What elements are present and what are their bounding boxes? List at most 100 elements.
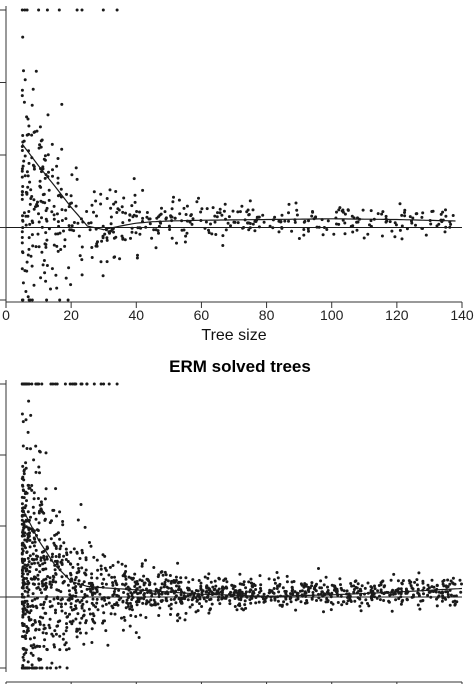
data-point (21, 615, 25, 619)
data-point (105, 260, 109, 264)
data-point (46, 153, 50, 157)
data-point (225, 586, 229, 590)
data-point (140, 564, 144, 568)
data-point (444, 597, 448, 601)
data-point (27, 615, 31, 619)
data-point (294, 608, 298, 612)
data-point (66, 583, 70, 587)
data-point (54, 580, 58, 584)
data-point (264, 596, 268, 600)
data-point (349, 600, 353, 603)
data-point (21, 35, 25, 39)
data-point (53, 559, 57, 563)
data-point (69, 194, 73, 198)
data-point (84, 556, 88, 560)
data-point (152, 566, 156, 569)
data-point (231, 209, 235, 213)
data-point (126, 604, 130, 608)
data-point (210, 590, 214, 594)
data-point (343, 232, 347, 236)
data-point (73, 578, 77, 582)
data-point (121, 600, 125, 604)
data-point (205, 590, 209, 593)
data-point (226, 221, 230, 225)
data-point (74, 591, 78, 595)
data-point (295, 213, 299, 217)
data-point (77, 579, 81, 583)
data-point (156, 602, 160, 606)
data-point (89, 581, 93, 585)
data-point (141, 216, 145, 220)
data-point (346, 599, 350, 603)
data-point (308, 586, 312, 590)
data-point (44, 243, 48, 246)
data-point (42, 600, 46, 604)
data-point (446, 593, 450, 597)
data-point (210, 232, 214, 236)
data-point (20, 88, 24, 92)
data-point (80, 258, 84, 262)
data-point (194, 589, 198, 592)
data-point (32, 643, 36, 647)
data-point (171, 200, 175, 204)
data-point (67, 647, 71, 651)
data-point (289, 600, 293, 604)
data-point (54, 572, 58, 575)
data-point (140, 562, 144, 566)
data-point (28, 222, 32, 226)
data-point (307, 229, 310, 233)
data-point (158, 606, 162, 610)
data-point (418, 607, 422, 611)
data-point (64, 208, 68, 212)
data-point (20, 175, 24, 179)
data-point (51, 580, 55, 584)
data-point (30, 562, 34, 566)
data-point (135, 256, 139, 260)
data-point (39, 657, 43, 661)
data-point (20, 169, 24, 173)
x-tick-label: 60 (194, 307, 210, 323)
data-point (268, 224, 272, 228)
data-point (60, 563, 64, 566)
data-point (27, 588, 31, 592)
data-point (31, 505, 35, 509)
data-point (30, 133, 34, 137)
data-point (444, 214, 448, 218)
data-point (129, 576, 133, 580)
data-point (273, 215, 277, 219)
data-point (20, 534, 24, 538)
data-point (43, 626, 47, 630)
data-point (71, 586, 75, 590)
data-point (202, 597, 206, 601)
data-point (240, 590, 244, 594)
data-point (65, 648, 68, 652)
data-point (54, 666, 58, 670)
data-point (153, 592, 157, 596)
data-point (100, 597, 104, 601)
data-point (170, 236, 174, 240)
data-point (109, 206, 113, 210)
data-point (378, 598, 382, 602)
data-point (75, 551, 79, 555)
data-point (405, 598, 409, 602)
data-point (39, 199, 43, 203)
data-point (268, 590, 272, 594)
data-point (368, 223, 371, 227)
data-point (28, 180, 32, 184)
data-point (281, 586, 285, 590)
data-point (91, 597, 95, 601)
data-point (326, 585, 329, 589)
data-point (83, 595, 87, 599)
data-point (353, 580, 357, 583)
data-point (224, 228, 228, 232)
data-point (317, 225, 321, 229)
data-point (133, 193, 137, 197)
data-point (138, 585, 142, 589)
data-point (32, 458, 36, 462)
data-point (444, 225, 448, 229)
data-point (95, 588, 99, 592)
data-point (23, 557, 27, 561)
data-point (284, 592, 288, 596)
data-point (373, 595, 376, 599)
data-point (397, 597, 401, 601)
